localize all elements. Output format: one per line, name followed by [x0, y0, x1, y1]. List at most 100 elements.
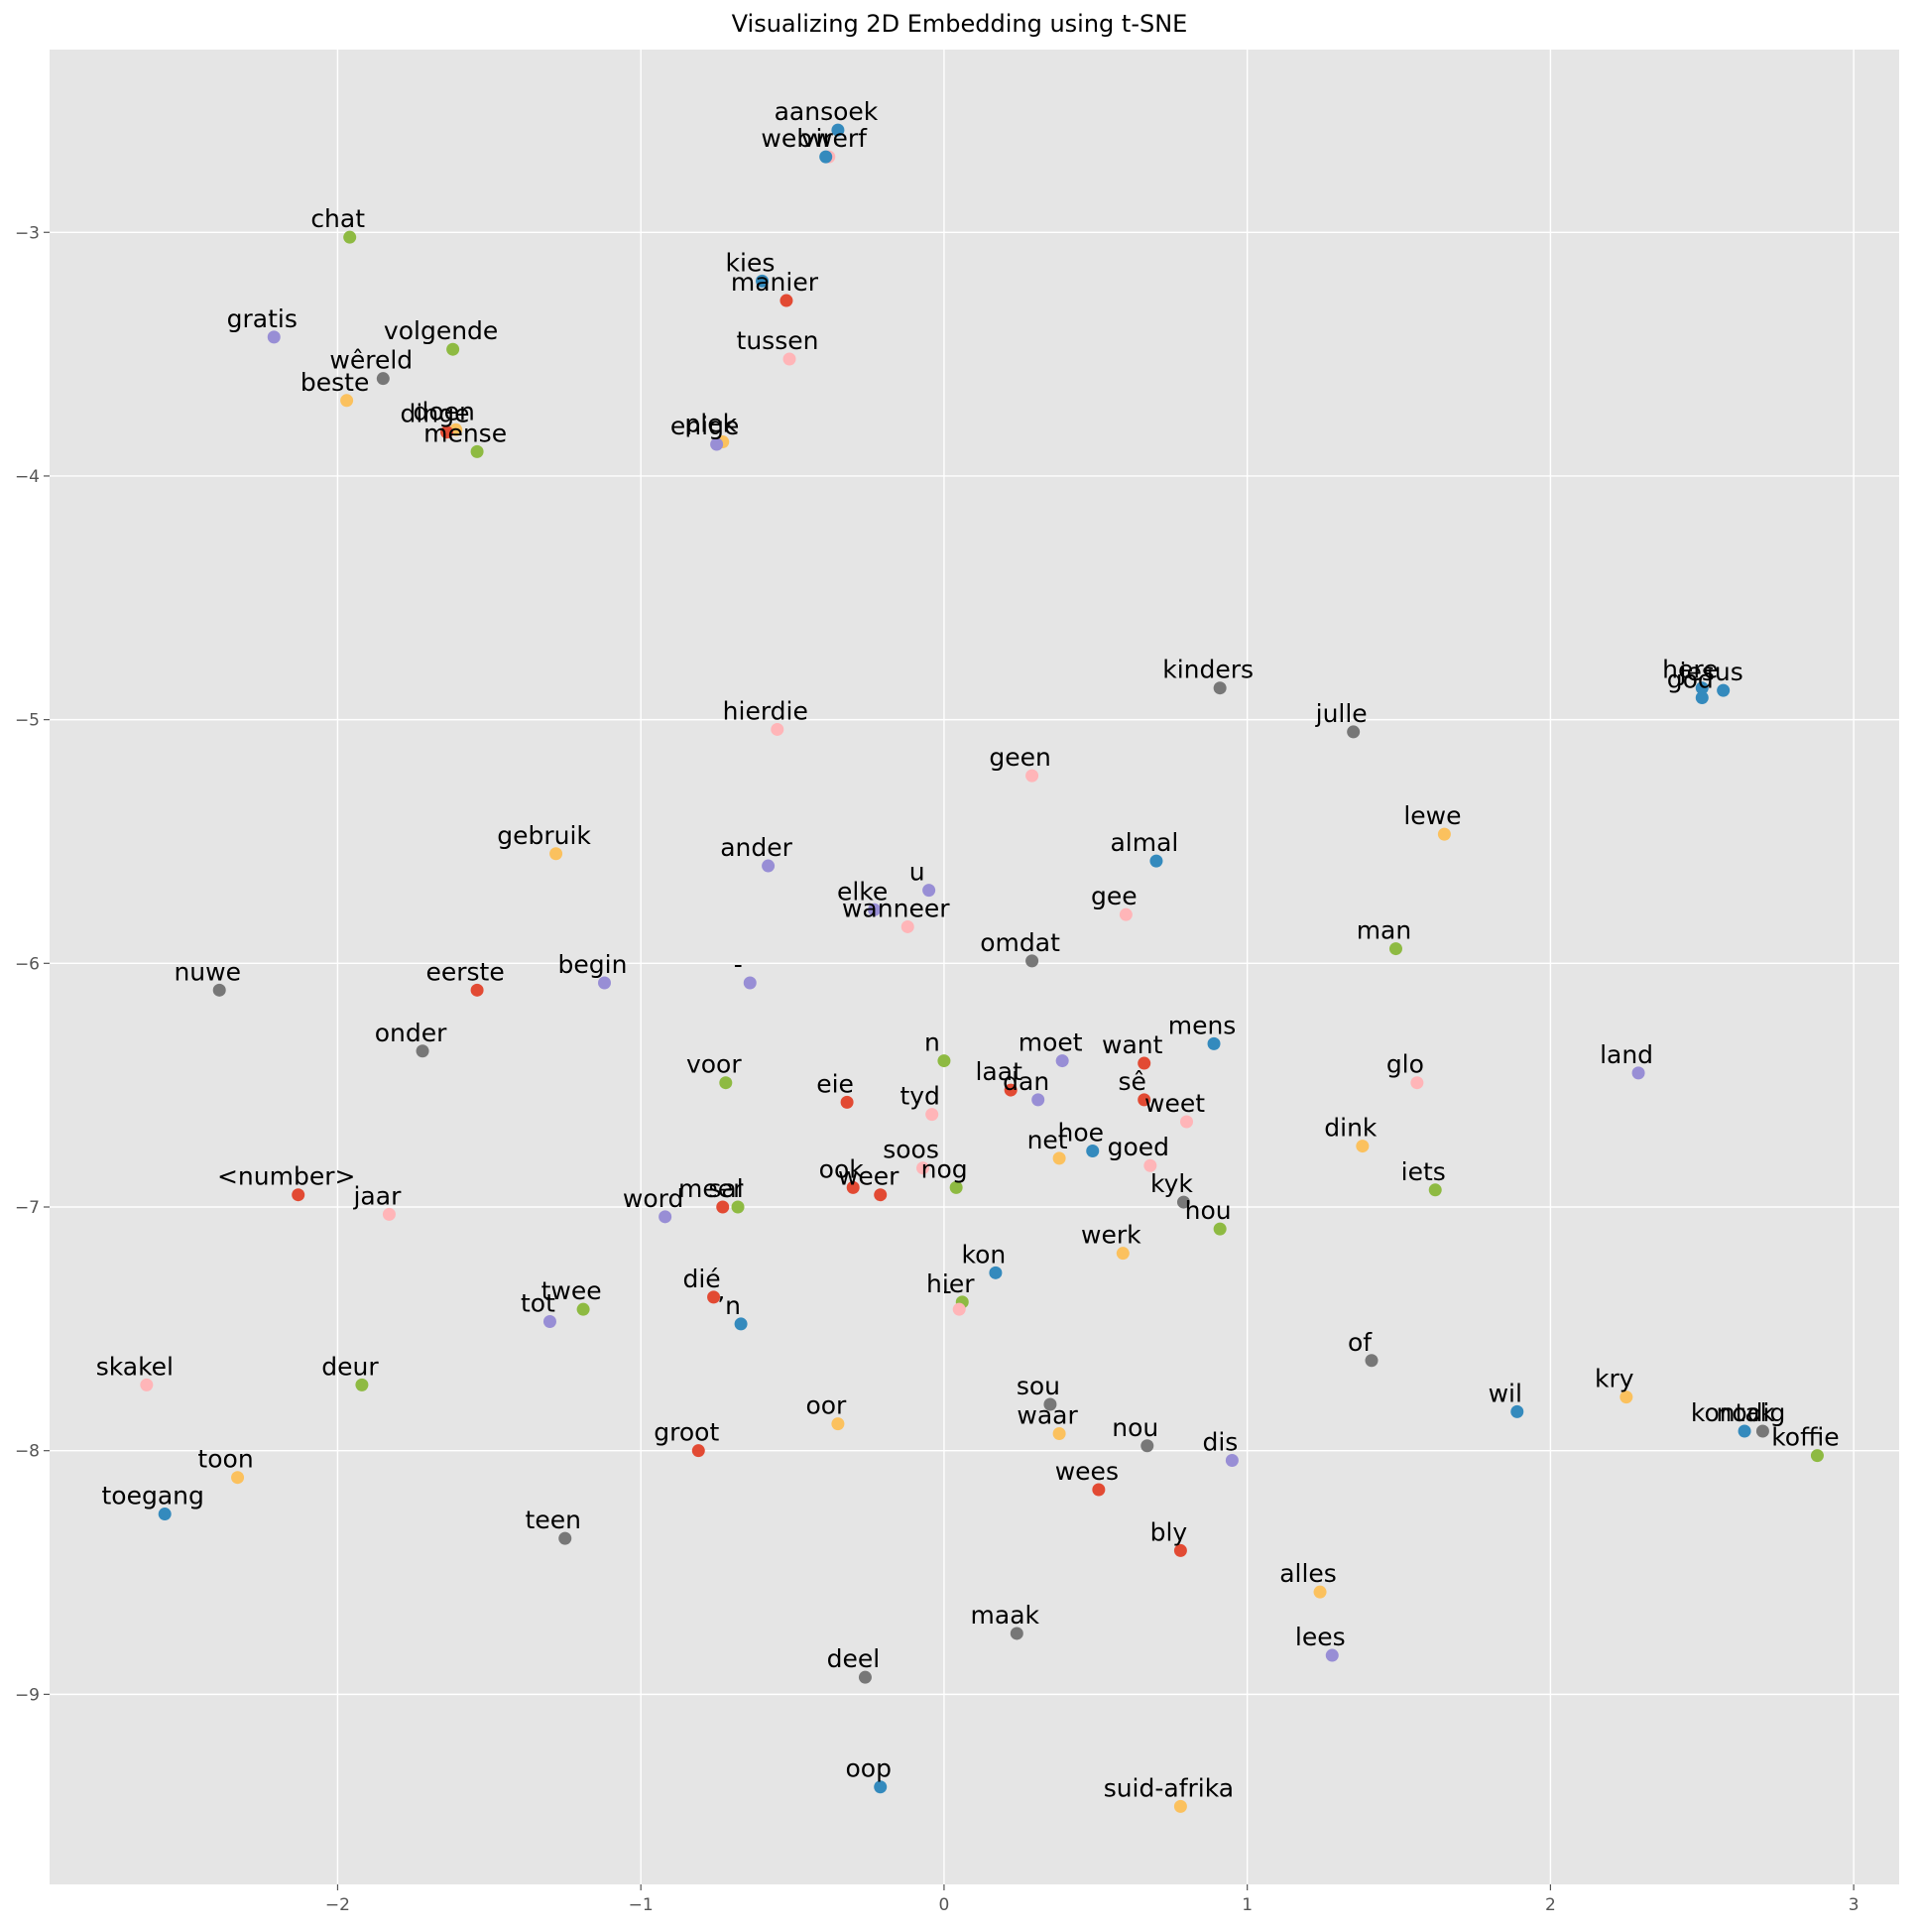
y-tick-label: −5 [15, 711, 40, 731]
axis-ticks: −2 −1 0 1 2 3 −3 −4 −5 −6 −7 −8 −9 [15, 223, 1859, 1915]
point-label: toegang [101, 1482, 203, 1510]
point-label: vir [801, 124, 834, 153]
data-point [782, 352, 796, 366]
data-point [1313, 1585, 1327, 1599]
point-label: word [623, 1184, 683, 1213]
point-label: alles [1279, 1559, 1337, 1588]
point-label: dié [682, 1265, 720, 1293]
point-label: nog [921, 1154, 968, 1183]
point-label: kinders [1162, 656, 1254, 684]
point-label: beste [300, 368, 369, 397]
data-point [1225, 1454, 1239, 1468]
data-point [343, 230, 357, 244]
point-label: kontak [1691, 1398, 1775, 1427]
point-label: gratis [227, 304, 298, 333]
data-point [743, 976, 757, 990]
point-label: hier [926, 1269, 975, 1298]
point-label: onder [375, 1019, 447, 1047]
point-label: wêreld [329, 346, 413, 375]
point-label: twee [541, 1276, 602, 1305]
data-point [1086, 1144, 1100, 1157]
x-tick-label: 1 [1242, 1895, 1253, 1915]
data-point [874, 1780, 888, 1794]
data-point [1207, 1036, 1221, 1050]
data-point [1138, 1093, 1151, 1107]
data-point [1738, 1424, 1751, 1438]
point-label: enige [670, 412, 739, 440]
data-point [707, 1290, 721, 1304]
data-point [1213, 681, 1227, 695]
data-point [446, 342, 460, 356]
point-label: geen [989, 743, 1050, 772]
data-point [819, 150, 833, 164]
point-label: mens [1168, 1011, 1237, 1039]
data-point [598, 976, 611, 990]
data-point [376, 372, 390, 386]
point-label: lees [1295, 1623, 1346, 1651]
point-label: oop [845, 1754, 891, 1783]
point-label: almal [1110, 828, 1178, 857]
point-label: here [1662, 656, 1718, 684]
point-label: omdat [980, 928, 1060, 957]
data-point [1092, 1483, 1106, 1497]
point-label: mense [423, 419, 507, 447]
data-point [916, 1161, 930, 1175]
point-label: hoe [1057, 1118, 1104, 1147]
point-label: voor [686, 1050, 742, 1079]
point-label: manier [731, 268, 819, 297]
data-point [874, 1188, 888, 1202]
data-point [1010, 1627, 1023, 1640]
x-tick-label: −1 [629, 1895, 654, 1915]
data-point [1031, 1093, 1045, 1107]
point-label: sê [1119, 1067, 1146, 1096]
point-label: julle [1315, 699, 1368, 728]
data-point [1695, 681, 1709, 695]
point-label: kry [1595, 1365, 1634, 1393]
point-label: land [1600, 1040, 1653, 1069]
point-label: dink [1324, 1114, 1378, 1143]
data-point [1025, 769, 1039, 783]
data-point [1356, 1140, 1370, 1153]
point-label: wees [1055, 1457, 1119, 1486]
data-point [858, 1670, 872, 1684]
point-label: deel [827, 1644, 881, 1673]
data-point [710, 437, 724, 451]
data-point [212, 983, 226, 997]
data-point [1347, 725, 1361, 739]
data-point [719, 1076, 733, 1090]
data-point [731, 1200, 745, 1214]
point-label: laat [975, 1057, 1022, 1086]
y-tick-label: −9 [15, 1685, 40, 1705]
point-label: werk [1081, 1221, 1141, 1250]
data-point [1173, 1799, 1187, 1813]
data-point [267, 330, 281, 344]
point-label: chat [310, 204, 365, 233]
data-point [416, 1044, 429, 1058]
point-label: hierdie [723, 696, 808, 725]
data-point [762, 859, 776, 873]
point-label: kies [726, 248, 776, 277]
data-point [949, 1180, 963, 1194]
data-point [716, 1200, 730, 1214]
point-label: groot [654, 1418, 719, 1447]
point-label: ook [819, 1154, 865, 1183]
data-point [937, 1054, 951, 1068]
point-label: soos [883, 1136, 939, 1164]
point-label: want [1102, 1030, 1163, 1059]
point-label: gee [1091, 882, 1138, 910]
point-label: ander [720, 833, 792, 862]
point-label: sou [1017, 1372, 1060, 1400]
data-point [1180, 1115, 1194, 1129]
plot-area [50, 50, 1899, 1884]
data-point [1695, 691, 1709, 705]
data-point [1119, 907, 1133, 921]
data-point [755, 274, 769, 288]
y-tick-label: −3 [15, 223, 40, 243]
x-tick-label: 2 [1545, 1895, 1556, 1915]
point-label: glo [1386, 1050, 1424, 1079]
point-label: goed [1108, 1133, 1169, 1161]
data-point [1140, 1439, 1154, 1453]
point-label: eie [816, 1069, 854, 1098]
data-point [925, 1108, 939, 1122]
